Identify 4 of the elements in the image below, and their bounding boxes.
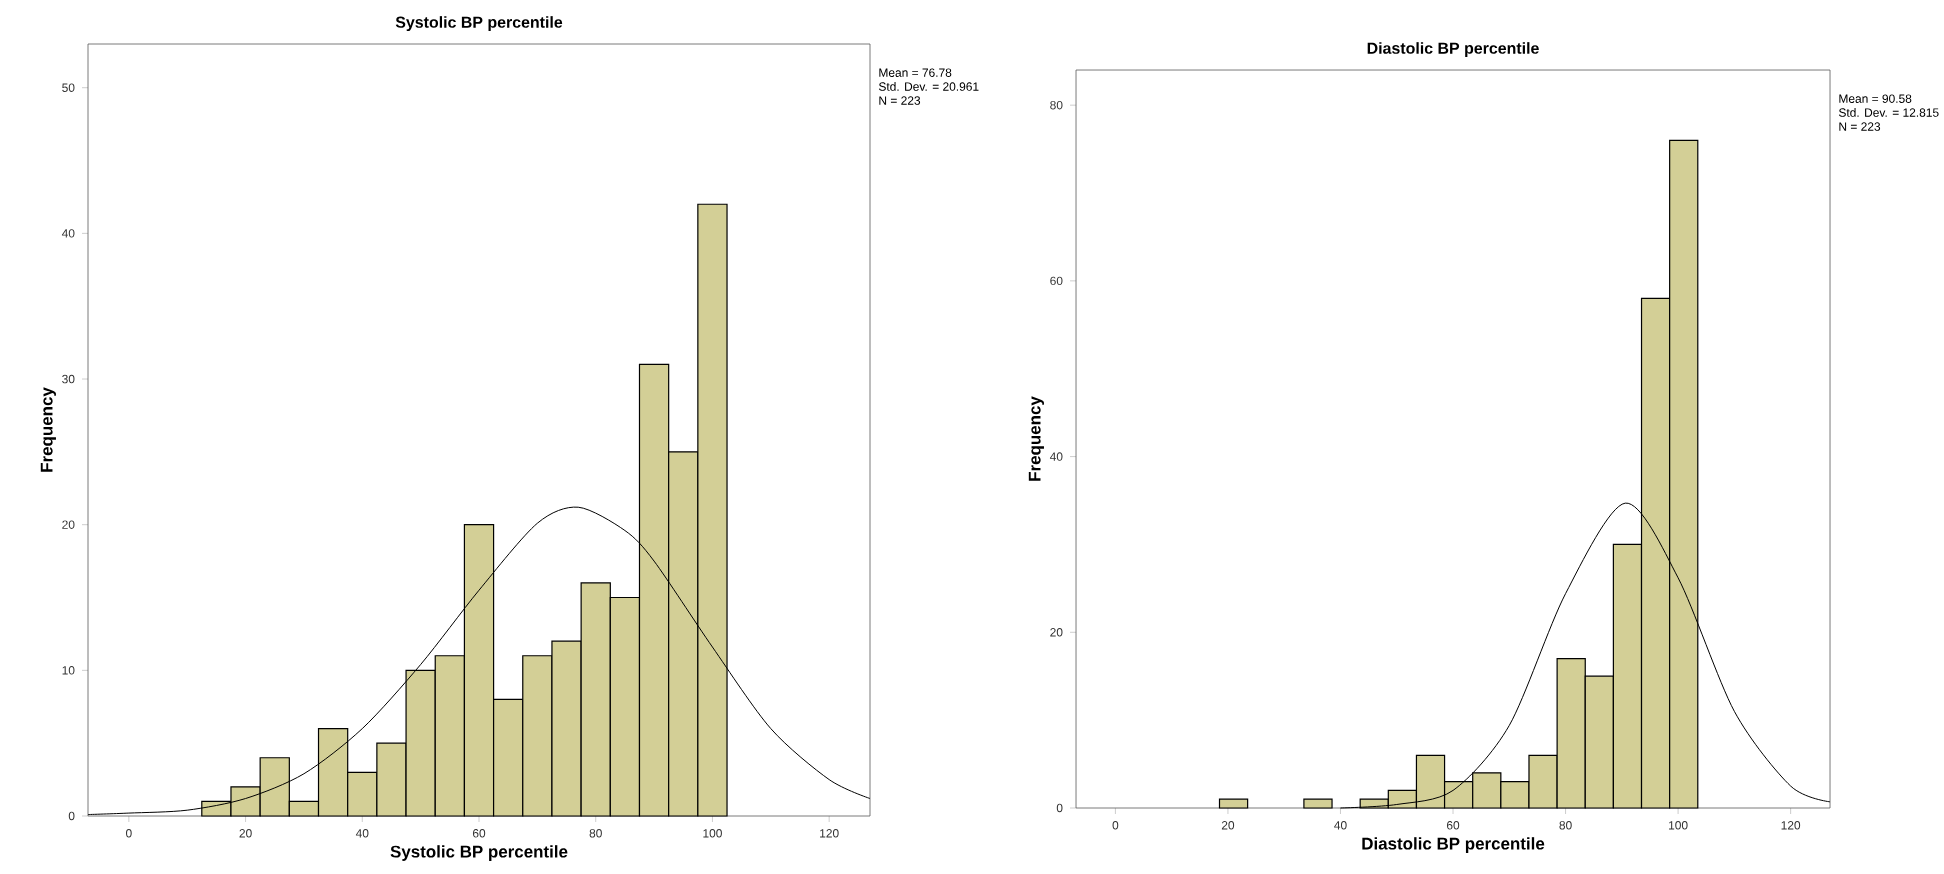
y-axis-title: Frequency <box>40 387 56 472</box>
x-axis-title: Diastolic BP percentile <box>1362 837 1545 853</box>
x-axis-title: Systolic BP percentile <box>390 845 568 861</box>
y-axis-title: Frequency <box>1028 396 1044 481</box>
